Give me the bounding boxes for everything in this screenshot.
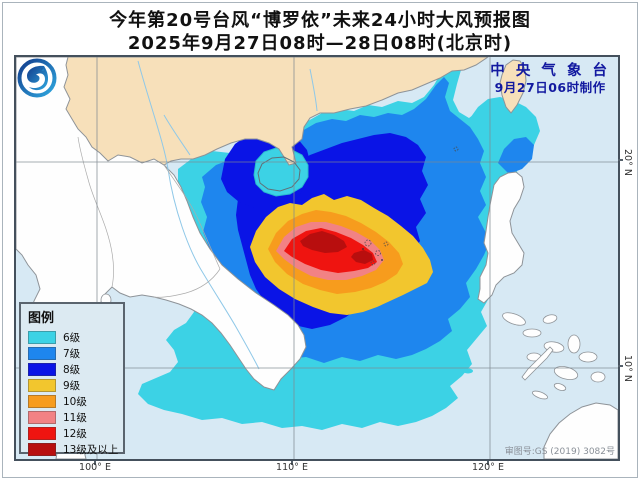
legend-swatch-grade8 [28,362,56,376]
legend-swatch-grade11 [28,410,56,424]
map-title: 今年第20号台风“博罗依”未来24小时大风预报图 [109,10,531,31]
legend-row: 6级 [28,329,123,345]
legend-row: 11级 [28,409,123,425]
legend-row: 13级及以上 [28,441,123,457]
agency-stamp: 中 央 气 象 台 9月27日06时制作 [490,62,610,96]
land-visayas-islands [502,312,606,400]
legend-label: 8级 [63,363,81,376]
legend-row: 8级 [28,361,123,377]
land-palawan [521,346,554,381]
tick-120e [487,461,489,465]
lat-label-20n: 20° N [622,149,633,176]
islet-dot [362,248,364,250]
legend-row: 12级 [28,425,123,441]
agency-issue-time: 9月27日06时制作 [494,80,606,96]
map-canvas [16,57,618,459]
land-luzon [477,171,525,304]
legend-row: 9级 [28,377,123,393]
map-review-number: 审图号:GS (2019) 3082号 [504,447,615,457]
legend-row: 10级 [28,393,123,409]
lat-label-10n: 10° N [622,355,633,382]
tick-110e [291,461,293,465]
tick-100e [94,461,96,465]
wind-speck [430,386,442,392]
lon-label-100e: 100° E [79,462,111,473]
legend-label: 11级 [63,411,87,424]
agency-name: 中 央 气 象 台 [490,63,610,79]
legend-swatch-grade9 [28,378,56,392]
land-borneo [543,402,618,459]
paracel-islands [364,146,459,266]
legend-label: 10级 [63,395,87,408]
legend-swatch-grade7 [28,346,56,360]
legend-label: 7级 [63,347,81,360]
legend-label: 13级及以上 [63,443,119,456]
dragon-eye [41,68,44,71]
legend-title: 图例 [28,311,55,326]
wind-zone-grade13-southeast [351,250,373,264]
country-borders [77,136,221,298]
legend-swatch-grade12 [28,426,56,440]
legend-row: 7级 [28,345,123,361]
rivers [137,60,318,370]
forecast-map: 中 央 气 象 台 9月27日06时制作 图例 6级 7级 8级 9级 10级 … [14,55,620,461]
legend-swatch-grade10 [28,394,56,408]
wind-speck [309,412,319,418]
wind-speck [463,368,473,374]
legend-label: 9级 [63,379,81,392]
legend: 图例 6级 7级 8级 9级 10级 11级 12级 [19,302,125,457]
wind-zone-grade13 [300,231,347,253]
map-subtitle: 2025年9月27日08时—28日08时(北京时) [127,33,513,54]
hainan-outline [257,156,301,192]
cma-logo [17,58,57,98]
legend-swatch-grade13 [28,442,56,456]
land-china [63,57,489,166]
legend-label: 12级 [63,427,87,440]
tick-10n [618,365,623,367]
legend-swatch-grade6 [28,330,56,344]
legend-label: 6级 [63,331,81,344]
lon-label-120e: 120° E [472,462,504,473]
land-taiwan [499,59,527,114]
tick-20n [618,159,623,161]
lon-label-110e: 110° E [276,462,308,473]
islet-dot [381,259,383,261]
wind-speck [259,404,273,410]
wind-zone-grade7-taiwan-south [498,137,534,174]
